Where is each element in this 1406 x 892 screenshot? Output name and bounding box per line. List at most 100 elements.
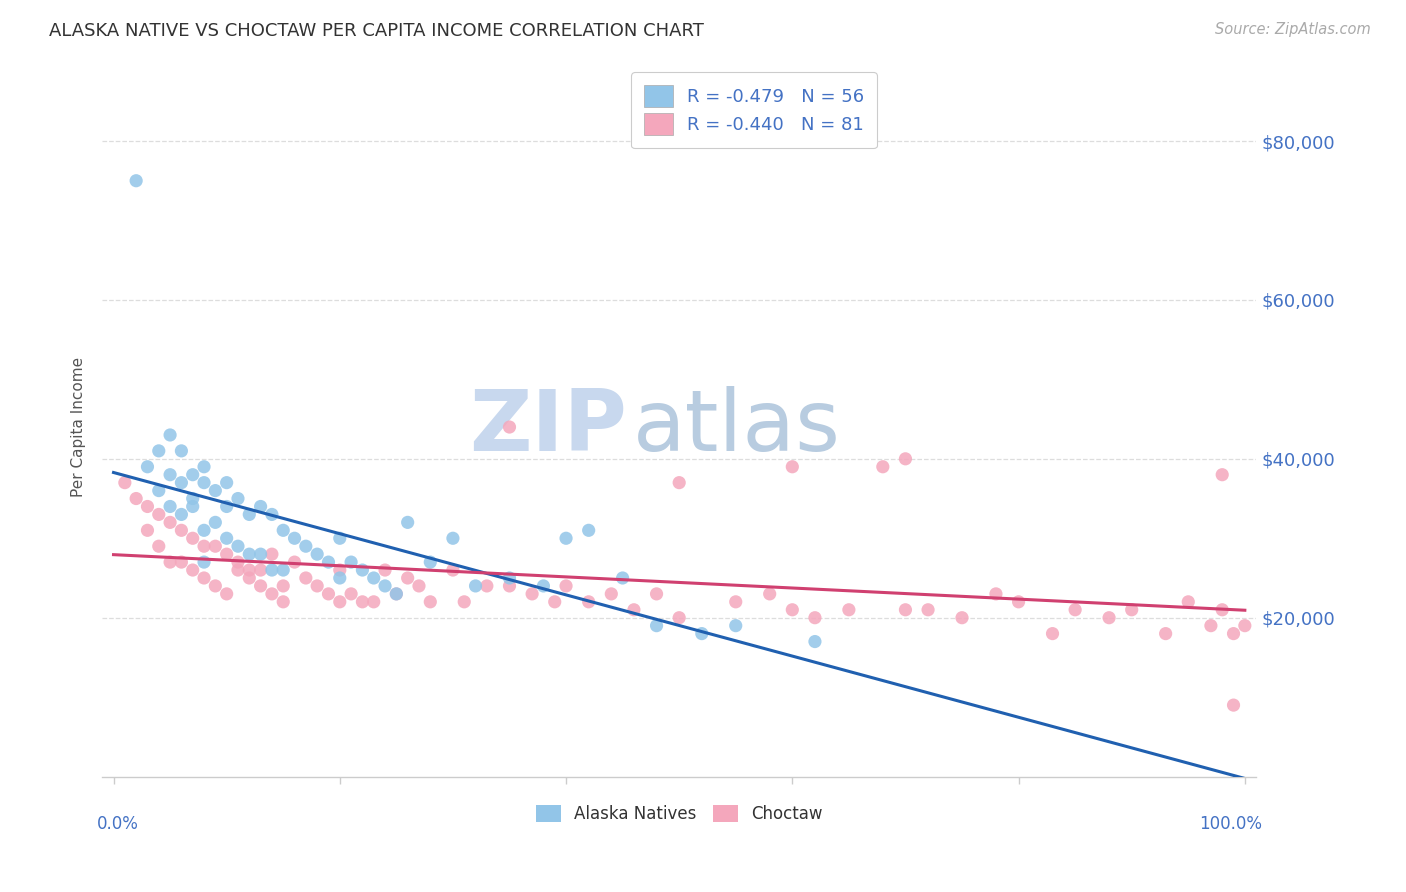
Point xyxy=(226,491,249,506)
Point xyxy=(329,531,352,545)
Point xyxy=(260,508,283,522)
Point xyxy=(894,451,917,466)
Point xyxy=(520,587,543,601)
Point xyxy=(159,428,181,442)
Point xyxy=(318,555,340,569)
Point xyxy=(159,516,181,530)
Point xyxy=(453,595,475,609)
Point xyxy=(396,516,419,530)
Point xyxy=(340,555,363,569)
Point xyxy=(374,563,396,577)
Point xyxy=(498,579,520,593)
Point xyxy=(215,531,238,545)
Point xyxy=(917,603,939,617)
Point xyxy=(724,618,747,632)
Text: atlas: atlas xyxy=(633,385,841,468)
Point xyxy=(1154,626,1177,640)
Point xyxy=(782,603,804,617)
Point xyxy=(193,571,215,585)
Point xyxy=(181,491,204,506)
Point xyxy=(578,595,600,609)
Point xyxy=(159,500,181,514)
Point xyxy=(645,587,668,601)
Point xyxy=(193,459,215,474)
Point xyxy=(181,563,204,577)
Point xyxy=(170,524,193,538)
Point xyxy=(238,547,260,561)
Point xyxy=(363,595,385,609)
Point xyxy=(271,579,294,593)
Point xyxy=(238,508,260,522)
Point xyxy=(329,595,352,609)
Point xyxy=(419,595,441,609)
Point xyxy=(114,475,136,490)
Point xyxy=(170,555,193,569)
Point xyxy=(148,508,170,522)
Point xyxy=(204,539,226,553)
Point xyxy=(441,563,464,577)
Point xyxy=(1177,595,1199,609)
Point xyxy=(181,500,204,514)
Point xyxy=(363,571,385,585)
Text: Source: ZipAtlas.com: Source: ZipAtlas.com xyxy=(1215,22,1371,37)
Point xyxy=(307,579,329,593)
Point xyxy=(1064,603,1087,617)
Point xyxy=(578,524,600,538)
Point xyxy=(950,611,973,625)
Point xyxy=(1222,626,1244,640)
Point xyxy=(193,555,215,569)
Point xyxy=(894,603,917,617)
Point xyxy=(318,587,340,601)
Point xyxy=(295,539,318,553)
Point xyxy=(238,563,260,577)
Point xyxy=(419,555,441,569)
Point xyxy=(249,579,271,593)
Point xyxy=(181,531,204,545)
Point xyxy=(226,539,249,553)
Point xyxy=(668,611,690,625)
Point xyxy=(498,571,520,585)
Point xyxy=(215,587,238,601)
Point xyxy=(271,563,294,577)
Point xyxy=(475,579,498,593)
Text: ZIP: ZIP xyxy=(470,385,627,468)
Point xyxy=(555,531,578,545)
Point xyxy=(125,174,148,188)
Point xyxy=(249,547,271,561)
Point xyxy=(125,491,148,506)
Point xyxy=(215,500,238,514)
Point xyxy=(600,587,623,601)
Point xyxy=(668,475,690,490)
Point xyxy=(204,516,226,530)
Point xyxy=(441,531,464,545)
Point xyxy=(181,467,204,482)
Point xyxy=(136,459,159,474)
Point xyxy=(136,500,159,514)
Point xyxy=(260,547,283,561)
Point xyxy=(283,531,305,545)
Point xyxy=(215,547,238,561)
Point xyxy=(690,626,713,640)
Text: 100.0%: 100.0% xyxy=(1199,815,1263,833)
Point xyxy=(283,555,305,569)
Point xyxy=(148,539,170,553)
Point xyxy=(204,483,226,498)
Point xyxy=(148,483,170,498)
Point xyxy=(758,587,780,601)
Text: 0.0%: 0.0% xyxy=(97,815,138,833)
Point xyxy=(533,579,555,593)
Point xyxy=(623,603,645,617)
Point xyxy=(1121,603,1143,617)
Point xyxy=(226,563,249,577)
Point xyxy=(838,603,860,617)
Point xyxy=(238,571,260,585)
Point xyxy=(396,571,419,585)
Legend: Alaska Natives, Choctaw: Alaska Natives, Choctaw xyxy=(527,797,831,831)
Point xyxy=(226,555,249,569)
Point xyxy=(271,524,294,538)
Y-axis label: Per Capita Income: Per Capita Income xyxy=(72,357,86,497)
Point xyxy=(555,579,578,593)
Point xyxy=(148,443,170,458)
Point xyxy=(170,443,193,458)
Point xyxy=(260,587,283,601)
